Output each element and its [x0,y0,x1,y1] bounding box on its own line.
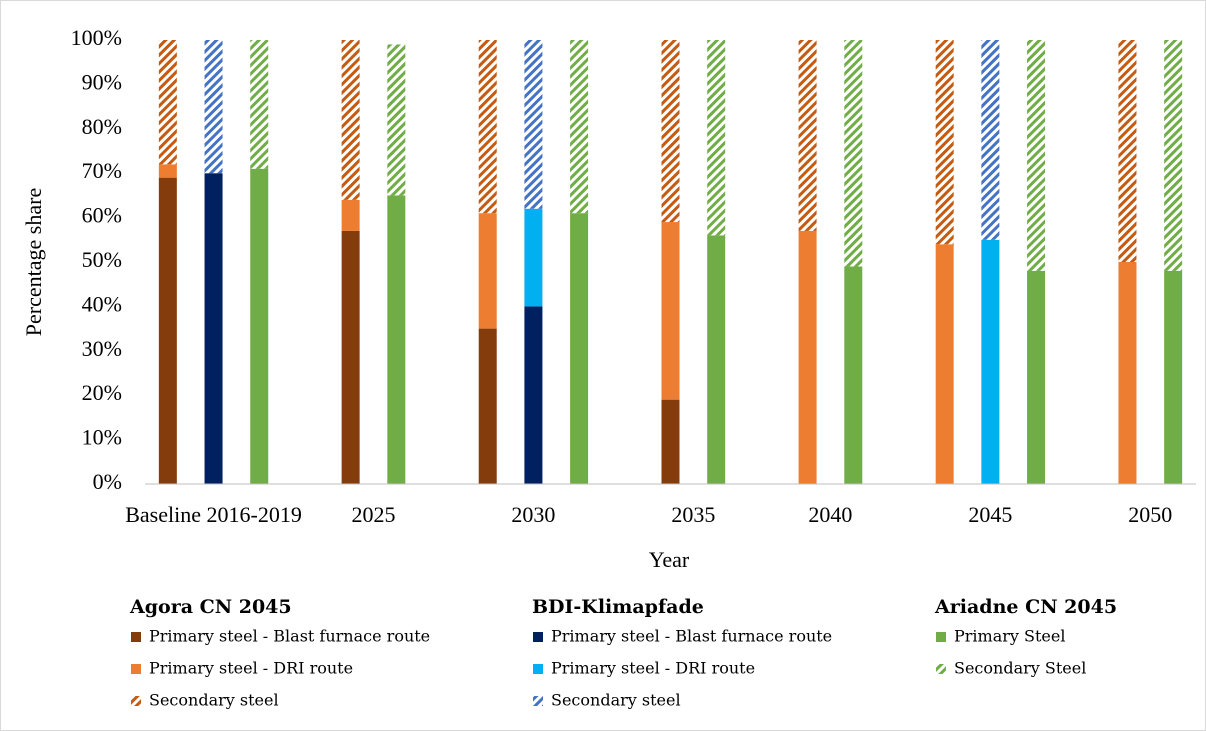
bar-segment [1027,270,1046,484]
bar-segment [204,40,223,174]
x-tick-label: 2045 [968,502,1012,527]
bar-segment [524,40,543,209]
bar-segment [661,40,680,223]
legend-title: Agora CN 2045 [129,596,292,618]
legend-title: Ariadne CN 2045 [934,596,1117,618]
bar-segment [478,328,497,484]
bar-segment [158,164,177,178]
legend-label: Secondary Steel [954,659,1086,678]
y-tick-label: 20% [82,380,122,405]
bar-segment [935,40,954,245]
bar-segment [250,40,269,169]
bar-segment [798,230,817,484]
bar-segment [478,40,497,214]
bar-segment [341,199,360,231]
y-tick-label: 90% [82,69,122,94]
y-tick-label: 80% [82,114,122,139]
bar-segment [478,213,497,329]
bar-segment [341,230,360,484]
bar-segment [158,177,177,484]
x-axis-label: Year [649,547,690,572]
bar-segment [935,244,954,484]
x-tick-label: 2035 [671,502,715,527]
y-axis-label: Percentage share [21,188,46,336]
legend-label: Secondary steel [551,691,681,710]
legend-swatch [936,632,946,642]
bar-segment [1118,40,1137,262]
legend-label: Primary steel - DRI route [149,659,353,678]
legend-title: BDI-Klimapfade [532,596,704,618]
x-tick-label: 2040 [808,502,852,527]
bar-segment [1027,40,1046,271]
bar-segment [707,40,726,236]
legend-swatch [131,664,141,674]
legend-label: Primary steel - DRI route [551,659,755,678]
legend-label: Secondary steel [149,691,279,710]
y-tick-label: 60% [82,203,122,228]
y-tick-label: 50% [82,247,122,272]
y-tick-label: 30% [82,336,122,361]
bar-segment [661,222,680,400]
legend-label: Primary steel - Blast furnace route [149,627,430,646]
bar-segment [1164,270,1183,484]
bar-segment [387,44,406,196]
bar-segment [204,173,223,484]
y-tick-label: 70% [82,158,122,183]
bar-segment [661,399,680,484]
y-tick-label: 100% [71,25,122,50]
bar-segment [1118,262,1137,484]
bar-segment [1164,40,1183,271]
bar-segment [798,40,817,231]
bar-segment [707,235,726,484]
bar-segment [387,195,406,484]
legend-swatch [533,664,543,674]
legend-swatch [131,696,141,706]
bar-segment [341,40,360,200]
bar-segment [570,213,589,484]
legend-swatch [533,696,543,706]
x-tick-label: 2025 [351,502,395,527]
bar-segment [250,168,269,484]
legend-label: Primary steel - Blast furnace route [551,627,832,646]
x-tick-label: Baseline 2016-2019 [125,502,302,527]
bar-segment [844,40,863,267]
legend-swatch [533,632,543,642]
bar-segment [524,208,543,307]
legend-label: Primary Steel [954,627,1065,646]
legend-swatch [936,664,946,674]
y-tick-label: 10% [82,425,122,450]
bar-segment [158,40,177,165]
x-tick-label: 2030 [511,502,555,527]
bar-segment [844,266,863,484]
legend-swatch [131,632,141,642]
y-tick-label: 40% [82,291,122,316]
bar-segment [570,40,589,214]
x-tick-label: 2050 [1128,502,1172,527]
bar-segment [981,239,1000,484]
bar-segment [981,40,1000,240]
bar-segment [524,306,543,484]
y-tick-label: 0% [93,469,122,494]
